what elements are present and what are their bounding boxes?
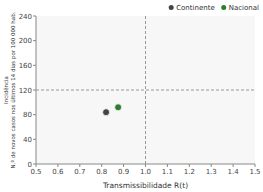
x-tick: [255, 164, 256, 167]
y-tick: [33, 164, 36, 165]
reference-hline: [36, 90, 255, 91]
x-tick-label: 1.3: [206, 168, 217, 176]
y-tick: [33, 40, 36, 41]
x-tick-label: 1.5: [249, 168, 260, 176]
x-tick: [189, 164, 190, 167]
x-tick-label: 0.5: [30, 168, 41, 176]
y-tick: [33, 16, 36, 17]
point: [115, 104, 122, 111]
x-tick: [101, 164, 102, 167]
x-tick-label: 0.8: [96, 168, 107, 176]
x-tick: [123, 164, 124, 167]
reference-vline: [145, 16, 146, 164]
y-tick-label: 160: [19, 62, 32, 70]
y-axis-label: IncidênciaN.º de novos casos nos últimos…: [3, 11, 17, 168]
x-tick-label: 0.9: [118, 168, 129, 176]
legend-marker: [169, 5, 174, 10]
y-tick-label: 200: [19, 37, 32, 45]
x-tick-label: 1.4: [228, 168, 240, 176]
x-tick-label: 0.7: [74, 168, 85, 176]
legend: Nacional Continente: [169, 4, 259, 12]
x-tick: [167, 164, 168, 167]
y-tick: [33, 90, 36, 91]
x-tick: [211, 164, 212, 167]
y-tick-label: 120: [19, 87, 32, 95]
legend-label: Nacional: [229, 4, 259, 12]
y-tick-label: 240: [19, 13, 32, 21]
chart: 0.5 0.6 0.7 0.8 0.9 1.0 1.1 1.2 1.3 1.4 1.5 0 40 80 12…: [0, 0, 263, 192]
y-tick: [33, 139, 36, 140]
point: [103, 109, 110, 116]
y-tick-label: 0: [28, 161, 32, 169]
legend-label: Continente: [176, 4, 215, 12]
x-tick: [79, 164, 80, 167]
y-tick-label: 40: [23, 136, 32, 144]
legend-marker: [221, 5, 226, 10]
y-tick-label: 80: [23, 111, 32, 119]
x-tick: [233, 164, 234, 167]
x-axis-label: Transmissibilidade R(t): [102, 181, 188, 190]
x-tick-label: 1.1: [162, 168, 173, 176]
plot-marks: [36, 16, 255, 164]
x-tick-label: 1.2: [184, 168, 195, 176]
x-tick-label: 0.6: [52, 168, 64, 176]
x-tick: [145, 164, 146, 167]
x-tick: [57, 164, 58, 167]
x-tick-label: 1.0: [140, 168, 151, 176]
y-tick: [33, 65, 36, 66]
y-tick: [33, 114, 36, 115]
plot-area: [36, 16, 255, 164]
